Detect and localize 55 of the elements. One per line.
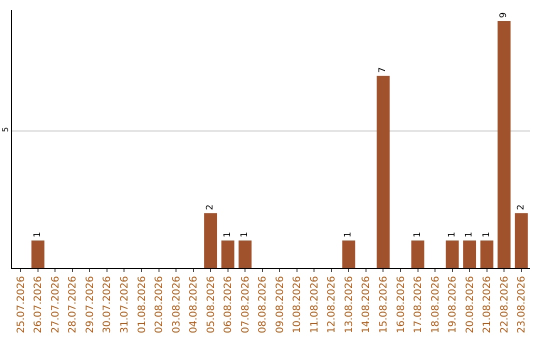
x-tick-label: 17.08.2026	[413, 276, 424, 334]
x-tick-label: 04.08.2026	[188, 276, 200, 334]
x-tick-label: 30.07.2026	[102, 276, 114, 334]
x-tick-label: 31.07.2026	[119, 276, 130, 334]
bar	[463, 240, 476, 268]
data-label: 1	[412, 232, 423, 238]
x-tick-label: 12.08.2026	[326, 276, 338, 334]
data-label: 1	[32, 232, 43, 238]
data-label: 2	[206, 204, 216, 210]
x-tick-label: 26.07.2026	[33, 276, 44, 334]
data-label: 1	[464, 232, 475, 238]
x-tick-label: 16.08.2026	[396, 276, 407, 334]
bar	[480, 240, 494, 268]
bar	[238, 240, 252, 268]
x-tick-label: 14.08.2026	[361, 276, 372, 334]
x-tick-label: 19.08.2026	[448, 276, 459, 334]
x-tick-label: 13.08.2026	[344, 276, 355, 334]
bar	[498, 20, 511, 268]
bar	[514, 213, 528, 268]
x-tick-label: 01.08.2026	[136, 276, 148, 334]
data-label: 9	[499, 12, 510, 18]
bar	[446, 240, 459, 268]
x-tick-label: 09.08.2026	[274, 276, 286, 334]
x-tick-label: 10.08.2026	[292, 276, 304, 334]
x-tick-label: 18.08.2026	[430, 276, 442, 334]
bar	[31, 240, 44, 268]
bar	[411, 240, 424, 268]
x-tick-label: 03.08.2026	[171, 276, 182, 334]
x-tick-label: 21.08.2026	[482, 276, 494, 334]
data-label: 7	[378, 67, 388, 73]
x-tick-label: 25.07.2026	[16, 276, 27, 334]
data-label: 1	[482, 232, 492, 238]
data-label: 2	[516, 204, 526, 210]
bar	[204, 213, 218, 268]
x-tick-label: 05.08.2026	[206, 276, 217, 334]
x-tick-label: 27.07.2026	[50, 276, 62, 334]
x-tick-label: 02.08.2026	[154, 276, 166, 334]
x-tick-label: 23.08.2026	[516, 276, 528, 334]
x-tick-label: 07.08.2026	[240, 276, 252, 334]
data-label: 1	[344, 232, 354, 238]
x-tick-label: 22.08.2026	[499, 276, 510, 334]
x-tick-label: 20.08.2026	[464, 276, 476, 334]
data-label: 1	[447, 232, 458, 238]
x-tick-label: 11.08.2026	[309, 276, 320, 334]
x-tick-label: 28.07.2026	[68, 276, 79, 334]
data-label: 1	[222, 232, 233, 238]
y-tick-label: 5	[0, 127, 10, 132]
data-label: 1	[240, 232, 250, 238]
bar	[342, 240, 356, 268]
x-tick-label: 06.08.2026	[223, 276, 234, 334]
bar	[376, 76, 390, 268]
bar	[221, 240, 234, 268]
x-tick-label: 29.07.2026	[84, 276, 96, 334]
x-tick-label: 08.08.2026	[258, 276, 269, 334]
x-tick-label: 15.08.2026	[378, 276, 390, 334]
